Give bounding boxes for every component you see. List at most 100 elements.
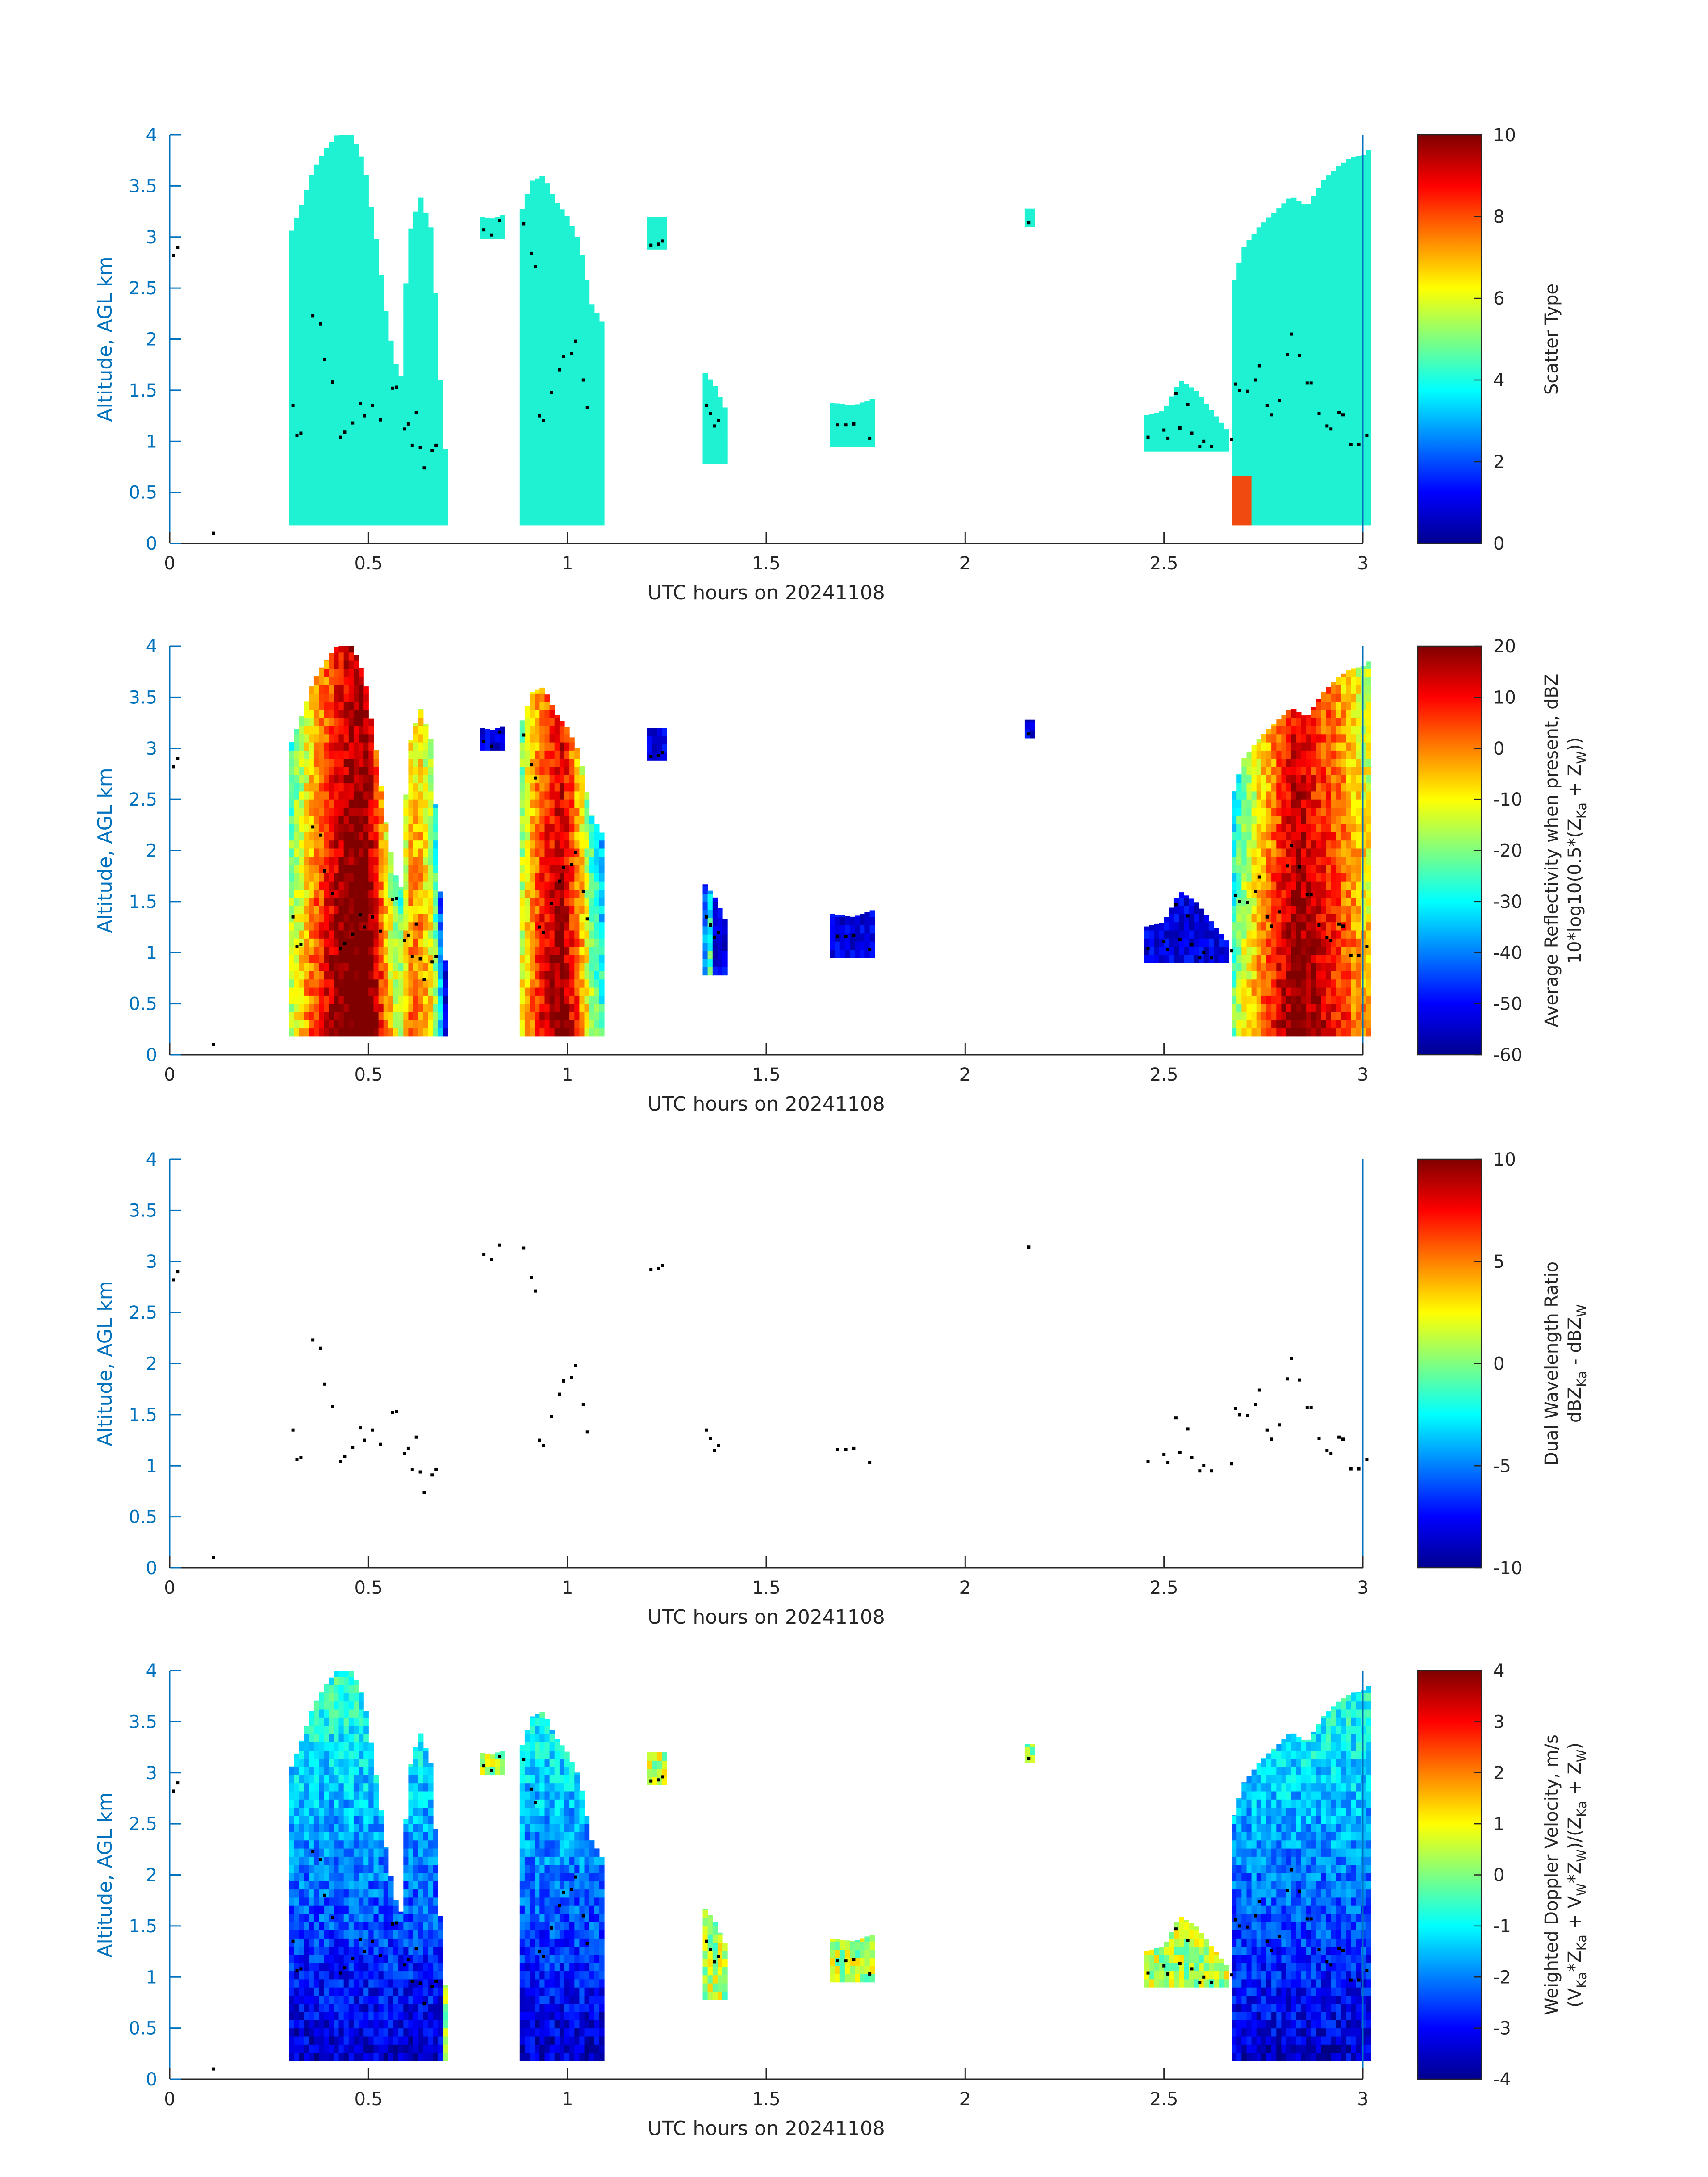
- heatmap-cell: [313, 361, 319, 370]
- heatmap-cell: [334, 979, 339, 988]
- heatmap-cell: [329, 231, 334, 239]
- heatmap-cell: [524, 987, 530, 996]
- heatmap-cell: [423, 410, 429, 419]
- heatmap-cell: [539, 329, 545, 338]
- heatmap-cell: [299, 938, 305, 947]
- heatmap-cell: [413, 1028, 419, 1037]
- heatmap-cell: [359, 418, 364, 427]
- heatmap-cell: [1356, 402, 1361, 411]
- heatmap-cell: [549, 914, 555, 923]
- heatmap-cell: [353, 938, 359, 947]
- heatmap-cell: [343, 182, 349, 191]
- heatmap-cell: [388, 1011, 394, 1020]
- heatmap-cell: [304, 394, 309, 403]
- heatmap-cell: [423, 247, 429, 256]
- heatmap-cell: [418, 394, 424, 403]
- heatmap-cell: [413, 222, 419, 231]
- heatmap-cell: [373, 783, 379, 792]
- heatmap-cell: [544, 378, 550, 387]
- heatmap-cell: [1291, 500, 1297, 509]
- heatmap-cell: [309, 206, 314, 215]
- heatmap-cell: [1346, 272, 1351, 280]
- heatmap-cell: [408, 971, 414, 980]
- heatmap-cell: [309, 963, 314, 971]
- heatmap-cell: [1366, 222, 1371, 231]
- heatmap-cell: [378, 979, 384, 988]
- heatmap-cell: [549, 231, 555, 239]
- heatmap-cell: [1291, 198, 1297, 207]
- heatmap-cell: [539, 742, 545, 751]
- heatmap-cell: [1331, 231, 1336, 239]
- altitude-marker: [299, 431, 303, 435]
- heatmap-cell: [289, 865, 294, 873]
- heatmap-cell: [348, 946, 354, 955]
- heatmap-cell: [1266, 427, 1272, 436]
- heatmap-cell: [1296, 451, 1302, 460]
- heatmap-cell: [584, 509, 590, 518]
- heatmap-cell: [1276, 435, 1282, 444]
- heatmap-cell: [329, 304, 334, 313]
- heatmap-cell: [530, 971, 535, 980]
- heatmap-cell: [519, 766, 525, 775]
- heatmap-cell: [524, 766, 530, 775]
- heatmap-cell: [403, 954, 409, 963]
- heatmap-cell: [1256, 509, 1262, 518]
- heatmap-cell: [393, 476, 399, 485]
- heatmap-cell: [1306, 272, 1311, 280]
- heatmap-cell: [1266, 280, 1272, 288]
- heatmap-cell: [1316, 427, 1321, 436]
- heatmap-cell: [368, 791, 374, 800]
- heatmap-cell: [378, 881, 384, 890]
- heatmap-cell: [359, 930, 364, 939]
- heatmap-cell: [319, 963, 324, 971]
- heatmap-cell: [1321, 345, 1327, 354]
- heatmap-cell: [530, 766, 535, 775]
- heatmap-cell: [423, 832, 429, 841]
- heatmap-cell: [569, 881, 575, 890]
- heatmap-cell: [433, 873, 438, 882]
- heatmap-cell: [1321, 231, 1327, 239]
- x-tick-label: 0: [164, 553, 175, 574]
- heatmap-cell: [519, 1003, 525, 1012]
- heatmap-cell: [289, 288, 294, 297]
- heatmap-cell: [535, 451, 540, 460]
- heatmap-cell: [343, 337, 349, 346]
- heatmap-cell: [289, 922, 294, 931]
- heatmap-cell: [1321, 206, 1327, 215]
- heatmap-cell: [544, 361, 550, 370]
- heatmap-cell: [423, 361, 429, 370]
- heatmap-cell: [1321, 500, 1327, 509]
- heatmap-cell: [359, 897, 364, 906]
- heatmap-cell: [313, 954, 319, 963]
- heatmap-cell: [1316, 370, 1321, 378]
- heatmap-cell: [1326, 402, 1332, 411]
- heatmap-cell: [359, 758, 364, 767]
- heatmap-cell: [530, 180, 535, 182]
- heatmap-cell: [554, 718, 560, 726]
- heatmap-cell: [408, 987, 414, 996]
- heatmap-cell: [564, 930, 570, 939]
- heatmap-cell: [835, 405, 840, 414]
- heatmap-cell: [338, 881, 344, 890]
- heatmap-cell: [539, 410, 545, 419]
- heatmap-cell: [599, 337, 605, 346]
- heatmap-cell: [1336, 313, 1341, 321]
- heatmap-cell: [388, 340, 394, 346]
- altitude-marker: [410, 443, 414, 447]
- heatmap-cell: [589, 345, 595, 354]
- heatmap-cell: [359, 995, 364, 1004]
- heatmap-cell: [1276, 451, 1282, 460]
- heatmap-cell: [544, 930, 550, 939]
- heatmap-cell: [544, 402, 550, 411]
- heatmap-cell: [418, 971, 424, 980]
- heatmap-cell: [1336, 476, 1341, 485]
- heatmap-cell: [343, 410, 349, 419]
- heatmap-cell: [569, 468, 575, 476]
- heatmap-cell: [1366, 329, 1371, 338]
- heatmap-cell: [329, 460, 334, 468]
- heatmap-cell: [594, 492, 600, 501]
- heatmap-cell: [500, 726, 505, 735]
- heatmap-cell: [383, 484, 389, 493]
- heatmap-cell: [564, 897, 570, 906]
- heatmap-cell: [423, 742, 429, 751]
